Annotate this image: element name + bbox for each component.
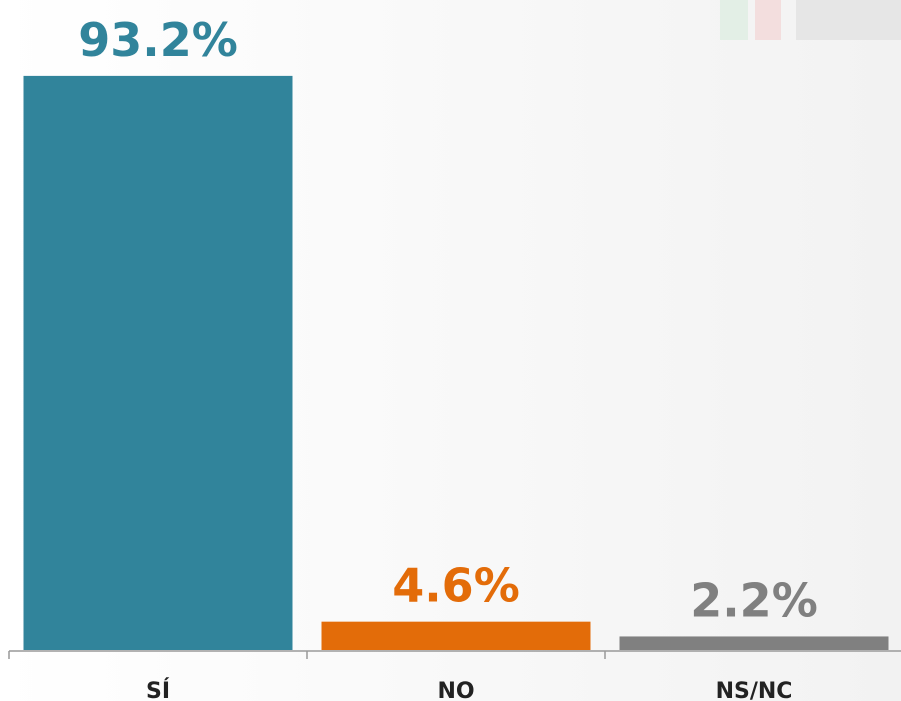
bar xyxy=(619,636,889,650)
bar xyxy=(321,621,591,650)
decor-gray xyxy=(796,0,901,40)
decor-green xyxy=(720,0,748,40)
value-label: 93.2% xyxy=(78,13,238,67)
value-label: 4.6% xyxy=(392,559,520,613)
bar xyxy=(23,75,293,650)
x-tick-label: NO xyxy=(437,679,474,701)
decor-red xyxy=(755,0,781,40)
value-label: 2.2% xyxy=(690,573,818,627)
x-tick-label: SÍ xyxy=(146,678,170,701)
x-tick-label: NS/NC xyxy=(716,679,793,701)
